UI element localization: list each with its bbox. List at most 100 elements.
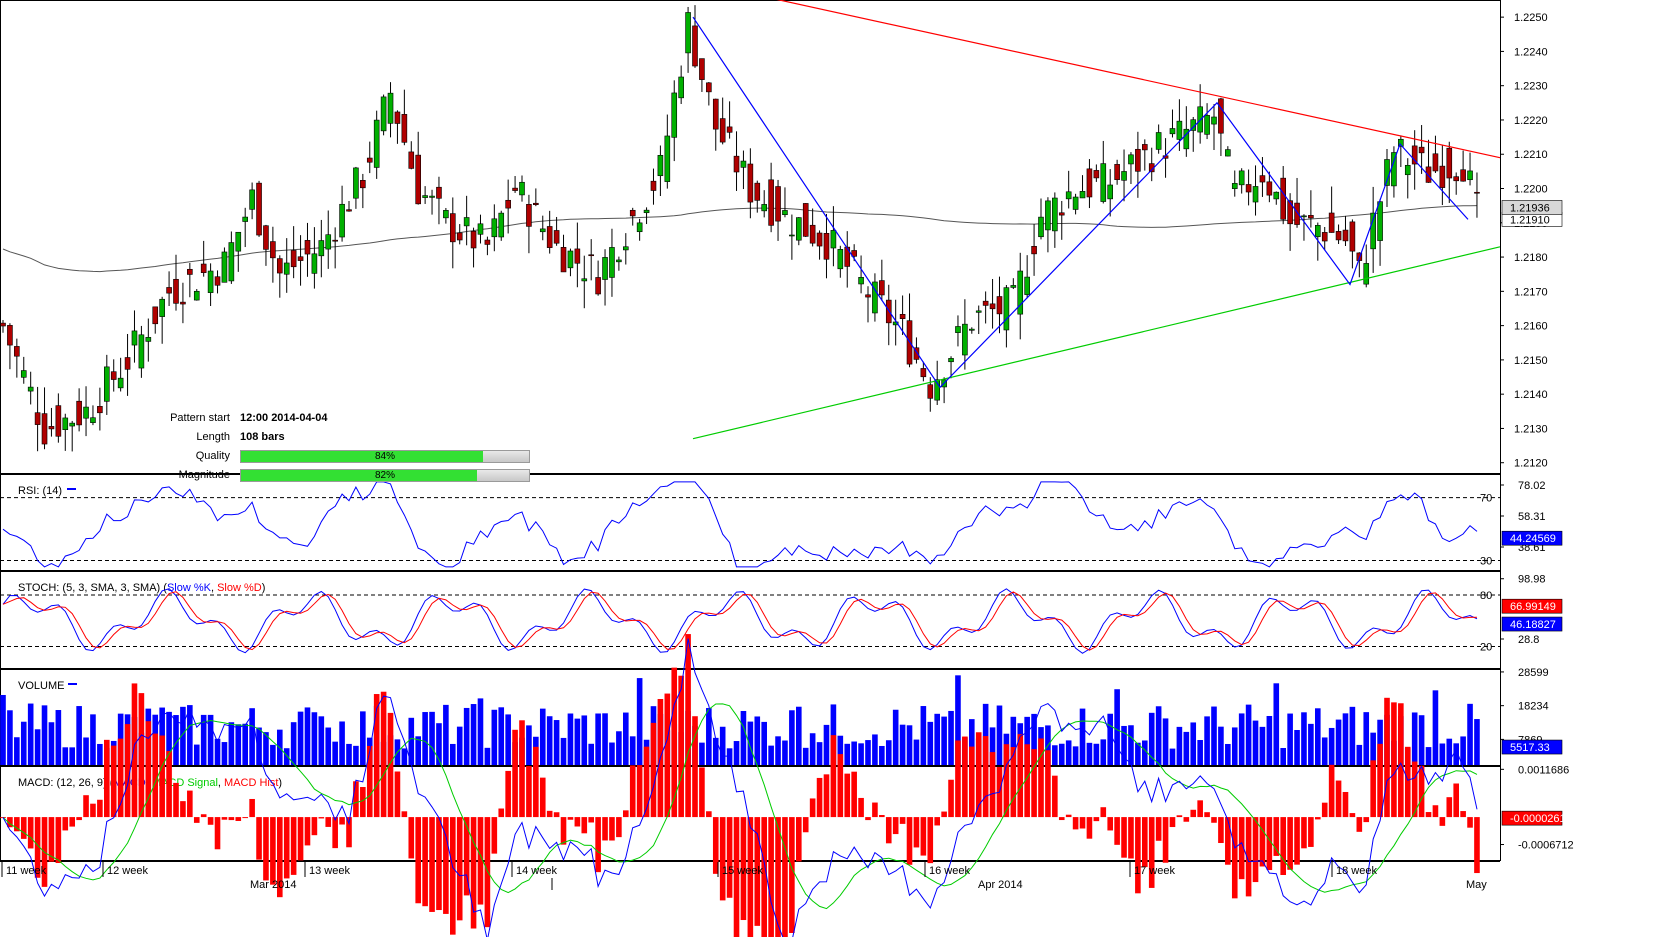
volume-bar (456, 726, 463, 765)
candlestick (1065, 170, 1072, 209)
volume-bar (1467, 703, 1473, 765)
macd-hist-bar (1121, 817, 1127, 858)
rsi-value-tag-box (1501, 530, 1563, 546)
volume-bar (796, 706, 802, 765)
macd-hist-bar (761, 817, 767, 937)
macd-hist-bar (1231, 817, 1238, 899)
macd-hist-bar (256, 817, 262, 860)
candle-body (380, 96, 387, 132)
indicator-tick-label: 98.98 (1518, 574, 1546, 586)
candle-body (1252, 186, 1259, 203)
candle-body (1024, 276, 1030, 295)
candle-body (104, 366, 110, 402)
candle-body (1411, 145, 1418, 165)
candle-body (1404, 164, 1411, 176)
macd-hist-bar (318, 817, 325, 819)
volume-bar (346, 743, 352, 765)
volume-bar (1065, 740, 1072, 765)
stoch-k-tag-box (1501, 616, 1563, 632)
macd-hist-bar (235, 817, 242, 821)
candlestick (885, 284, 892, 346)
macd-hist-bar (1418, 765, 1425, 818)
candle-body (851, 250, 857, 257)
candlestick (235, 231, 242, 272)
rsi-line (2, 481, 1478, 568)
candle-body (69, 422, 75, 427)
macd-hist-bar (456, 817, 463, 921)
candlestick (463, 195, 470, 246)
volume-bar (1377, 719, 1383, 765)
candle-body (429, 195, 435, 198)
candlestick (449, 197, 456, 269)
macd-hist-bar (775, 817, 781, 937)
candlestick (221, 247, 228, 283)
candle-body (1377, 201, 1383, 241)
candlestick (360, 173, 366, 209)
macd-hist-bar (1363, 817, 1370, 823)
macd-hist-bar (602, 817, 608, 841)
candle-body (1439, 165, 1446, 188)
volume-bar (1328, 727, 1335, 765)
volume-bar (311, 712, 318, 765)
candle-body (463, 217, 470, 227)
volume-bar (1439, 743, 1446, 765)
volume-bar (1114, 689, 1120, 765)
candle-body (740, 160, 747, 168)
volume-bar (1107, 713, 1113, 765)
macd-hist-bar (366, 745, 373, 818)
candle-body (581, 278, 588, 282)
candlestick (1335, 224, 1342, 245)
candlestick (706, 82, 712, 106)
candle-body (526, 204, 532, 227)
macd-hist-bar (443, 817, 449, 914)
candle-body (616, 259, 622, 263)
volume-bar (789, 710, 795, 765)
volume-bar (283, 748, 290, 765)
candlestick (906, 293, 913, 368)
volume-bar (297, 711, 304, 765)
candle-body (1467, 170, 1473, 181)
candle-body (138, 334, 145, 369)
volume-bar (443, 704, 449, 765)
macd-hist-bar (297, 817, 304, 861)
stoch-level-label: 80 (1480, 590, 1492, 602)
candlestick (546, 210, 553, 254)
volume-bar (1315, 708, 1321, 765)
volume-bar (69, 747, 75, 765)
candlestick (159, 296, 165, 344)
macd-hist-bar (1259, 817, 1266, 867)
candlestick (761, 190, 768, 218)
macd-hist-bar (277, 817, 283, 898)
macd-hist-bar (1315, 817, 1321, 820)
candlestick (1391, 146, 1397, 198)
candlestick (14, 338, 20, 378)
volume-bar (270, 744, 276, 765)
candlestick (456, 224, 463, 245)
candle-body (934, 379, 941, 401)
candlestick (34, 386, 41, 452)
macd-hist-bar (360, 787, 366, 818)
volume-bar (1266, 715, 1273, 765)
macd-hist-bar (290, 817, 297, 875)
macd-hist-bar (110, 745, 117, 818)
macd-hist-bar (706, 811, 712, 818)
candle-body (1086, 168, 1093, 198)
candlestick (685, 6, 691, 73)
candlestick (7, 323, 13, 370)
candlestick (1031, 224, 1037, 276)
volume-bar (1010, 716, 1017, 765)
volume-bar (7, 710, 13, 765)
macd-hist-bar (865, 817, 871, 821)
macd-hist-label: MACD Hist (224, 777, 278, 789)
candlestick (1225, 146, 1231, 157)
price-tick-label: 1.2200 (1514, 184, 1548, 196)
macd-signal-line (2, 703, 1478, 910)
macd-hist-bar (1190, 809, 1197, 818)
macd-hist-bar (62, 817, 69, 831)
candle-body (664, 135, 671, 182)
week-label: 13 week (309, 865, 350, 877)
volume-bar (941, 716, 947, 765)
macd-hist-bar (325, 817, 332, 827)
volume-bar (325, 727, 332, 765)
stoch-level-label: 20 (1480, 642, 1492, 654)
